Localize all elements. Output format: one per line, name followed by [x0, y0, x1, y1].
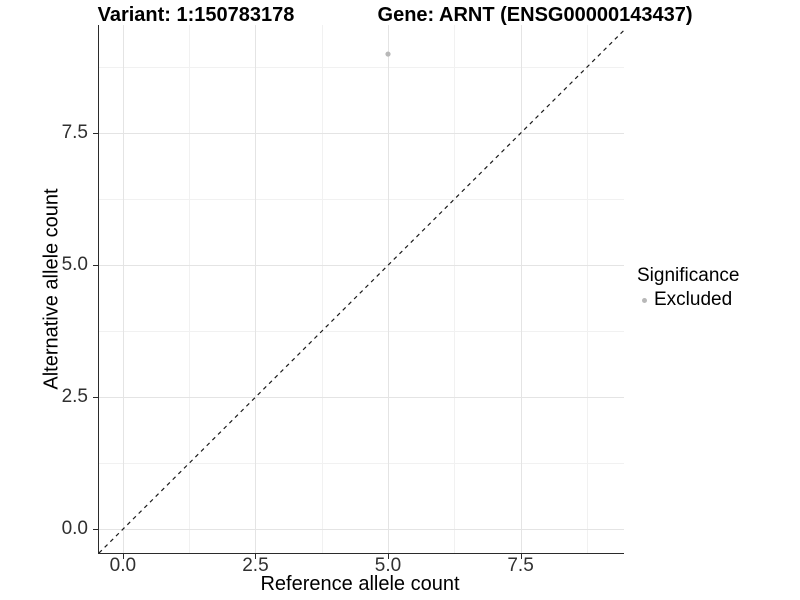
x-axis-title: Reference allele count — [260, 573, 460, 595]
grid-minor-hline — [99, 331, 624, 333]
y-tick-mark — [93, 265, 98, 267]
x-tick-mark — [122, 554, 124, 559]
legend-key — [637, 293, 651, 307]
grid-major-hline — [99, 397, 624, 399]
grid-minor-vline — [454, 25, 456, 553]
x-tick-label: 7.5 — [507, 555, 534, 576]
y-axis-title: Alternative allele count — [40, 188, 63, 390]
plot-title-gene: Gene: ARNT (ENSG00000143437) — [377, 4, 693, 26]
y-tick-label: 2.5 — [61, 386, 88, 408]
grid-major-hline — [99, 529, 624, 531]
grid-minor-vline — [586, 25, 588, 553]
grid-minor-hline — [99, 199, 624, 201]
y-tick-mark — [93, 397, 98, 399]
plot-panel — [98, 25, 624, 554]
grid-minor-vline — [189, 25, 191, 553]
grid-major-hline — [99, 133, 624, 135]
x-tick-mark — [255, 554, 257, 559]
x-tick-label: 2.5 — [242, 555, 269, 576]
grid-minor-vline — [321, 25, 323, 553]
legend-point-icon — [641, 297, 647, 303]
grid-minor-hline — [99, 67, 624, 69]
x-tick-label: 5.0 — [374, 555, 402, 576]
grid-major-vline — [255, 25, 257, 553]
plot-title-variant: Variant: 1:150783178 — [97, 4, 295, 26]
y-tick-mark — [93, 529, 98, 531]
x-tick-mark — [388, 554, 389, 559]
plot-draw-layer — [99, 29, 624, 553]
x-tick-label: 0.0 — [109, 555, 137, 576]
legend: Significance Excluded — [637, 265, 739, 311]
y-tick-label: 0.0 — [61, 518, 88, 540]
identity-line — [99, 29, 624, 553]
grid-major-vline — [388, 25, 389, 553]
legend-entry: Excluded — [637, 289, 739, 311]
x-tick-mark — [520, 554, 522, 559]
grid-major-vline — [122, 25, 124, 553]
grid-minor-hline — [99, 463, 624, 465]
legend-title: Significance — [637, 265, 740, 286]
y-tick-label: 5.0 — [61, 254, 88, 276]
legend-entry-label: Excluded — [654, 289, 733, 310]
data-point — [385, 51, 391, 57]
y-tick-label: 7.5 — [61, 122, 88, 144]
y-tick-mark — [93, 133, 98, 135]
grid-major-vline — [520, 25, 522, 553]
grid-major-hline — [99, 265, 624, 267]
